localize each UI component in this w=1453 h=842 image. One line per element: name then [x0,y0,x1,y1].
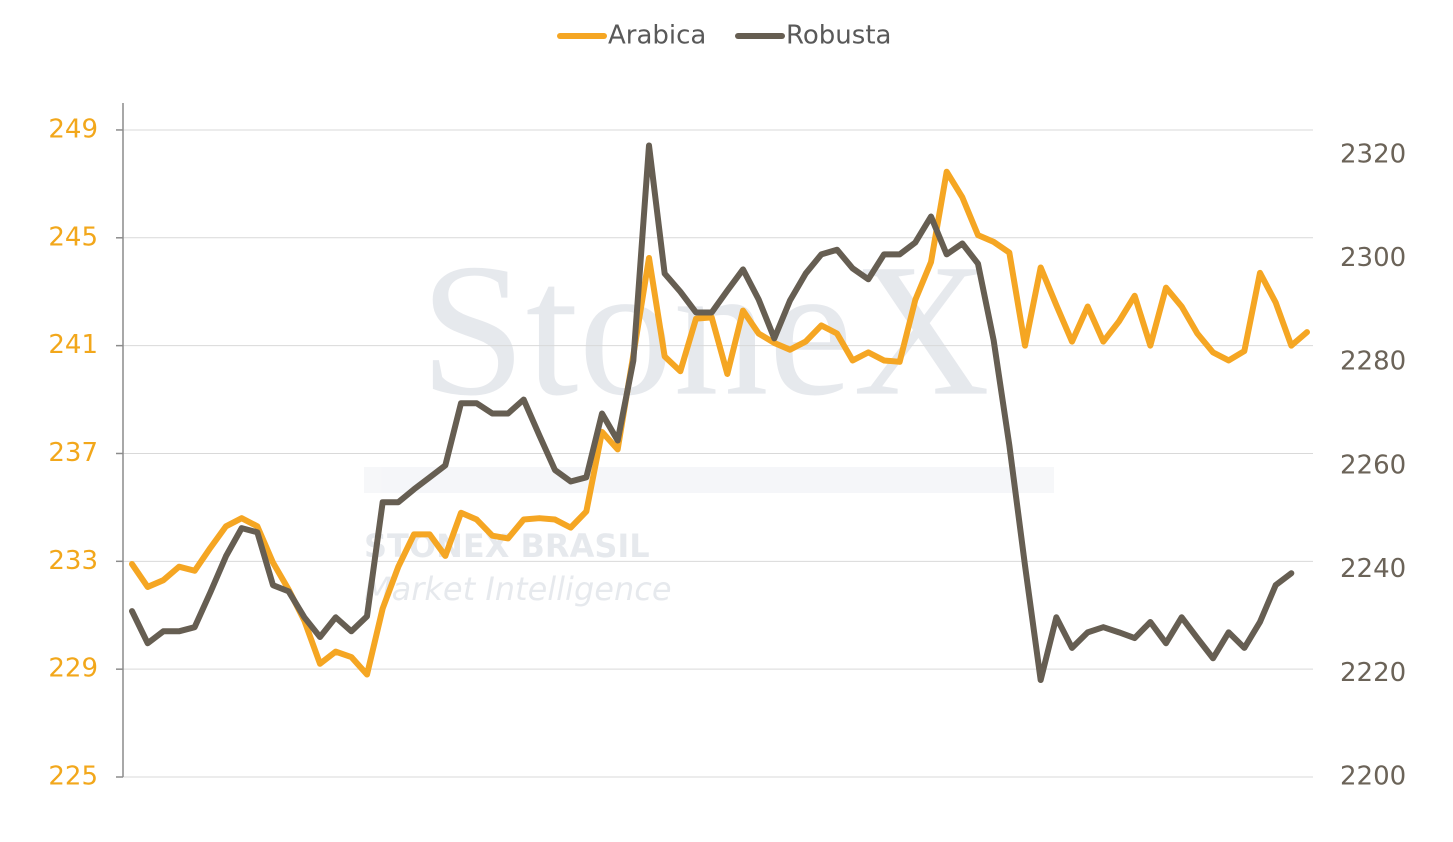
y-tick-label: 249 [48,114,98,144]
y2-tick-label: 2220 [1340,658,1406,688]
y-tick-label: 233 [48,546,98,576]
series-line [129,168,1310,678]
y2-tick-label: 2300 [1340,243,1406,273]
y-tick-label: 245 [48,222,98,252]
y-tick-label: 237 [48,438,98,468]
y2-tick-label: 2280 [1340,347,1406,377]
y-tick-label: 229 [48,654,98,684]
y2-tick-label: 2260 [1340,450,1406,480]
watermark-band [364,467,1054,493]
legend-label: Robusta [786,21,891,51]
y-tick-label: 225 [48,762,98,792]
y2-tick-label: 2320 [1340,139,1406,169]
watermark: StoneX STONEX BRASIL Market Intelligence [364,226,1054,608]
watermark-brand: StoneX [420,226,990,436]
legend-label: Arabica [608,21,706,51]
series-line [129,142,1295,684]
watermark-tagline: Market Intelligence [364,570,672,608]
y-tick-label: 241 [48,330,98,360]
y2-tick-label: 2200 [1340,762,1406,792]
y2-tick-label: 2240 [1340,554,1406,584]
